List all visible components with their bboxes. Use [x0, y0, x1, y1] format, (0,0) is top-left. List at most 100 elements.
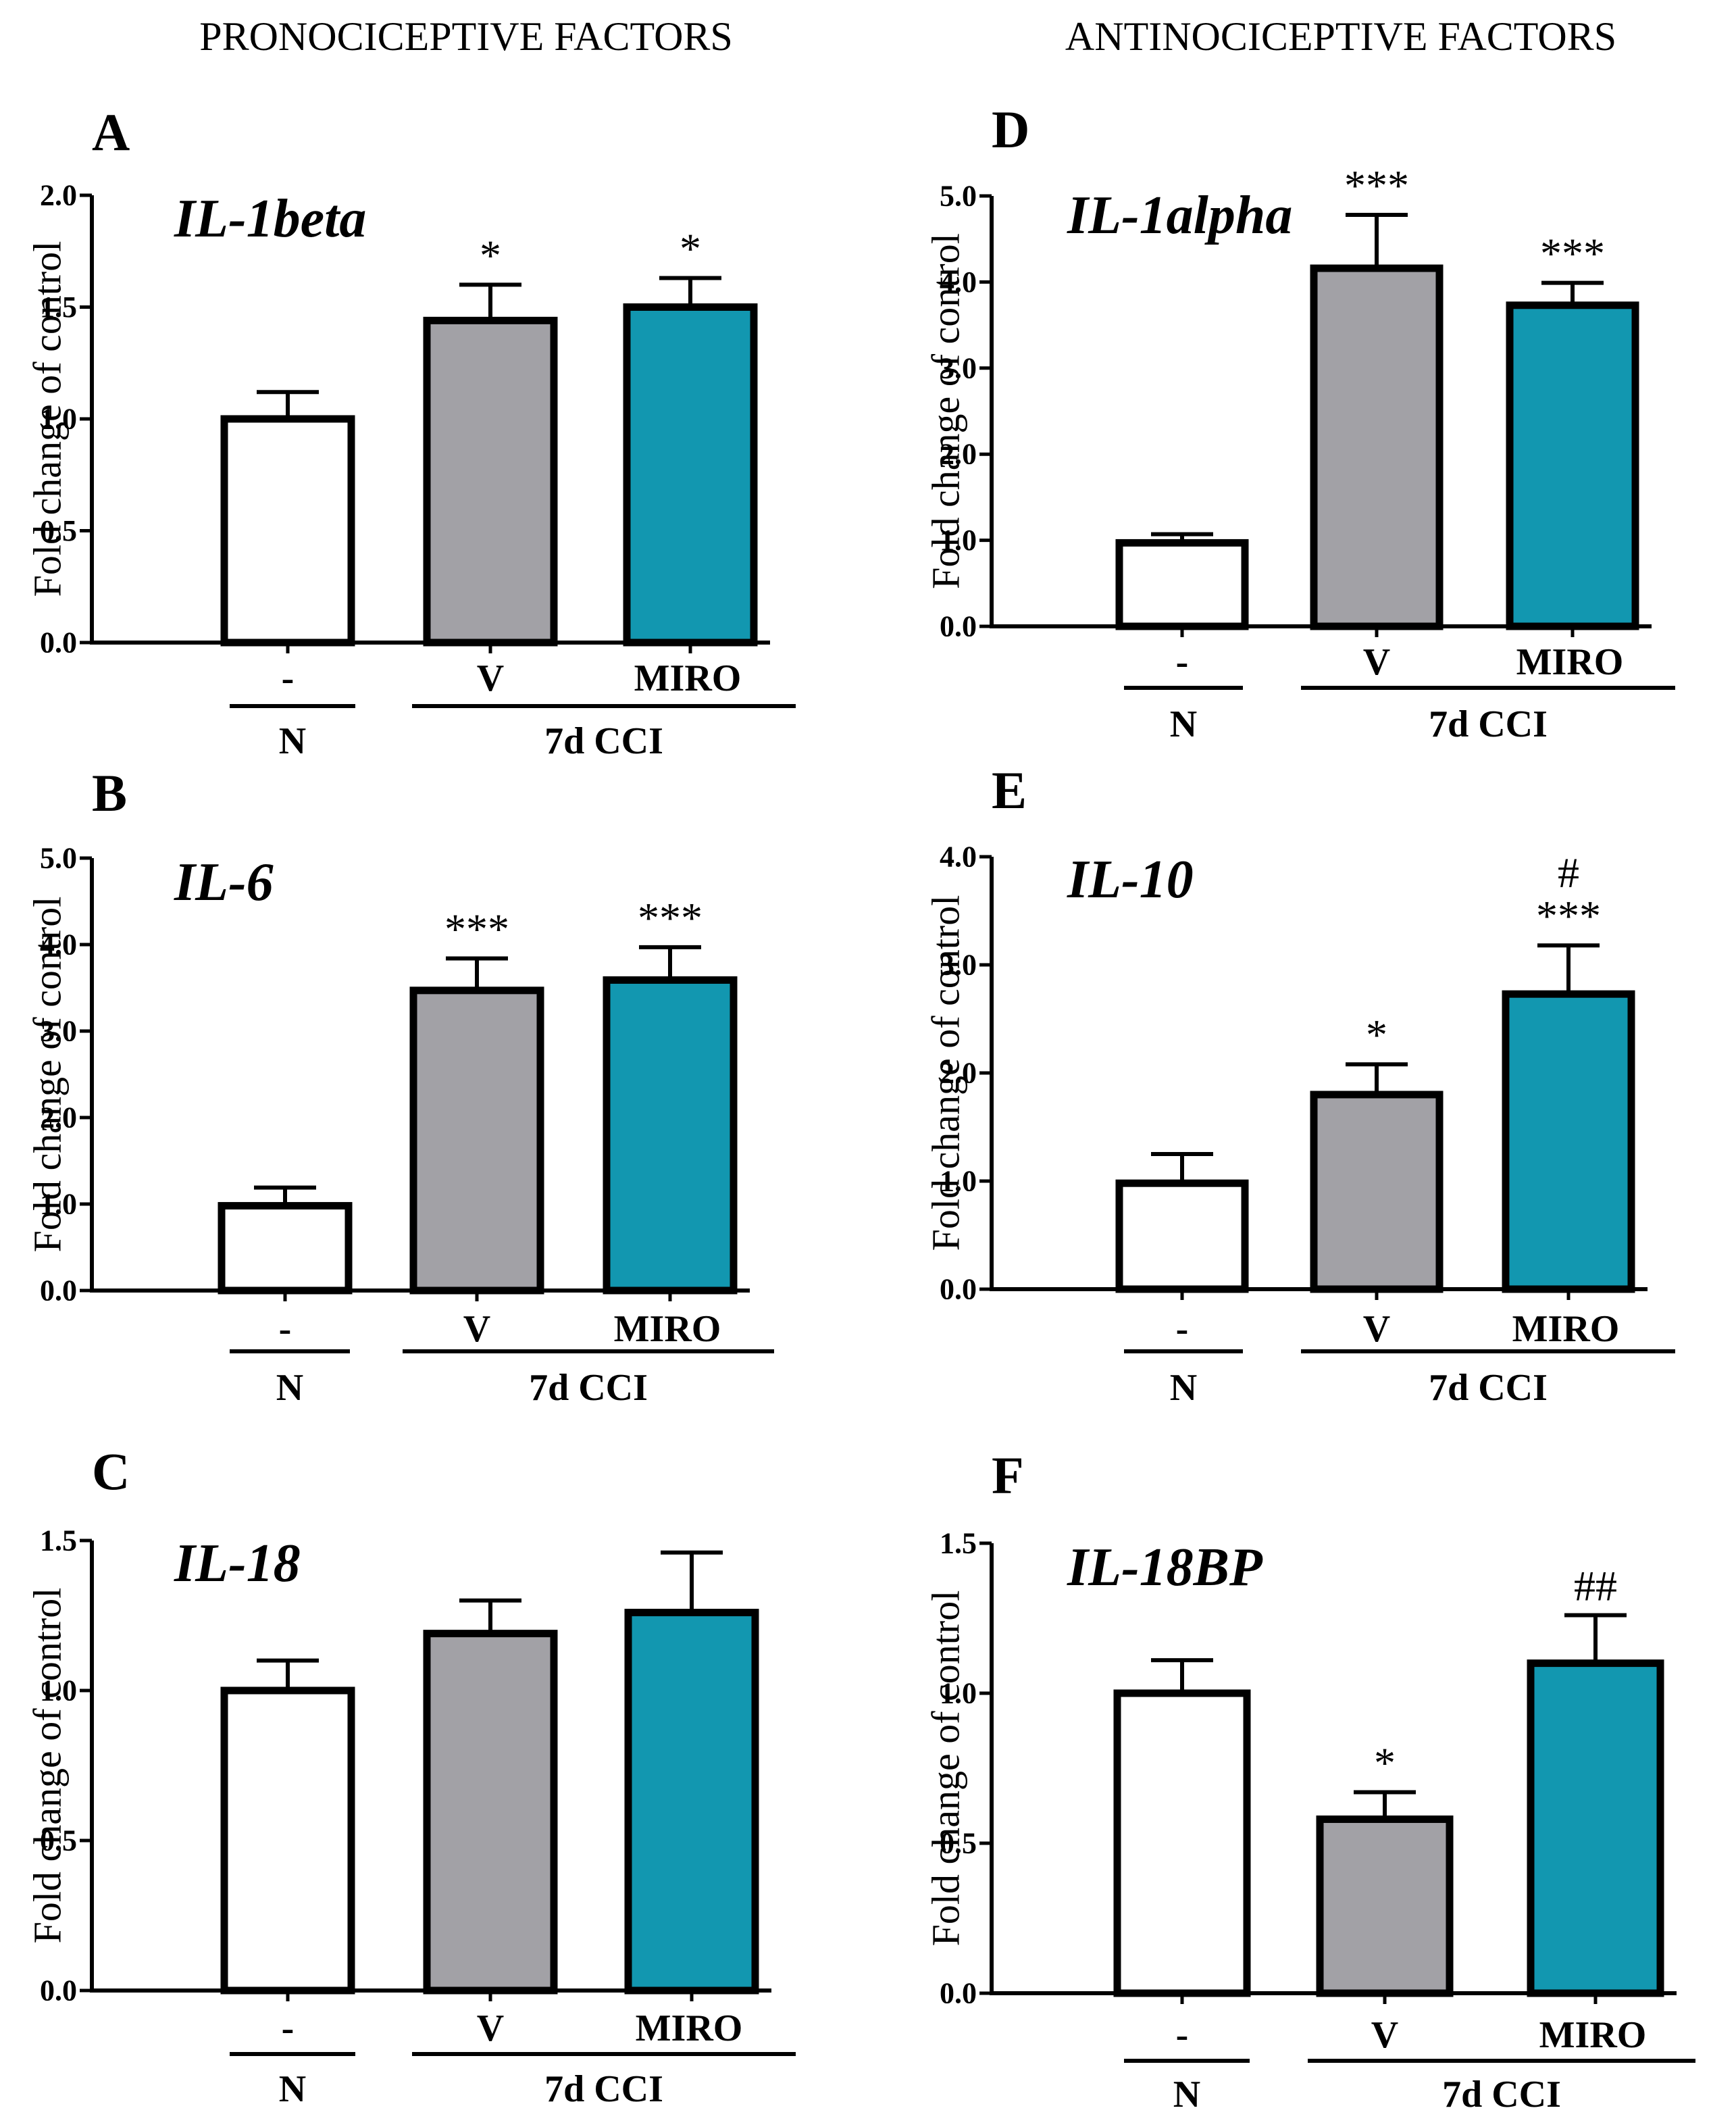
y-tick-label: 2.0 [940, 438, 977, 471]
y-tick-label: 1.0 [40, 1674, 77, 1707]
bar-MIRO [1502, 990, 1635, 1293]
bar-MIRO [603, 976, 738, 1295]
bar-n [1113, 1689, 1251, 1997]
x-category-label: - [282, 2007, 295, 2049]
chart-panel-E: E IL-10 Fold change of control 0.0 1.0 2.0 3.0… [924, 761, 1675, 1409]
chart-title: IL-1beta [174, 189, 366, 249]
group-label-n: N [1170, 703, 1197, 745]
y-tick-label: 2.0 [40, 1101, 77, 1134]
panel-letter: C [92, 1442, 130, 1501]
x-category-label: - [1176, 2014, 1189, 2056]
group-label-cci: 7d CCI [1429, 703, 1548, 745]
chart-panel-B: B IL-6 Fold change of control 0.0 1.0 2.0 3.0 4… [26, 764, 774, 1409]
significance-marker: *** [1536, 892, 1601, 940]
x-category-label: MIRO [634, 657, 742, 699]
x-category-label: V [477, 2007, 504, 2049]
significance-marker-secondary: # [1558, 849, 1579, 897]
bar-MIRO [1506, 301, 1639, 630]
group-label-cci: 7d CCI [1442, 2074, 1561, 2116]
y-tick-label: 1.5 [40, 1524, 77, 1557]
bar-V [1316, 1815, 1454, 1997]
y-tick-label: 3.0 [940, 351, 977, 384]
chart-panel-F: F IL-18BP Fold change of control 0.0 0.5 1.0 1… [924, 1446, 1695, 2116]
y-tick-label: 1.0 [940, 1677, 977, 1710]
bar-MIRO [623, 303, 758, 647]
bar-V [1310, 264, 1444, 630]
group-label-n: N [279, 2068, 306, 2110]
group-label-cci: 7d CCI [544, 2068, 663, 2110]
y-tick-label: 1.0 [940, 524, 977, 557]
group-label-n: N [279, 720, 306, 762]
bar-V [423, 1630, 558, 1995]
significance-marker: * [1374, 1739, 1396, 1787]
group-label-cci: 7d CCI [544, 720, 663, 762]
y-tick-label: 5.0 [40, 842, 77, 875]
y-axis-label: Fold change of control [924, 233, 968, 589]
significance-marker: * [680, 224, 701, 272]
x-category-label: - [282, 657, 295, 699]
y-axis-label: Fold change of control [26, 897, 70, 1253]
y-tick-label: 0.0 [940, 1273, 977, 1306]
bar-n [220, 415, 355, 647]
group-label-n: N [1173, 2074, 1200, 2116]
y-tick-label: 1.5 [40, 291, 77, 324]
y-tick-label: 0.0 [940, 610, 977, 643]
y-tick-label: 0.0 [40, 1274, 77, 1307]
y-tick-label: 4.0 [940, 266, 977, 299]
significance-marker: *** [1344, 161, 1409, 209]
x-category-label: MIRO [614, 1308, 721, 1350]
bar-MIRO [624, 1609, 759, 1995]
y-tick-label: 5.0 [940, 180, 977, 213]
chart-panel-D: D IL-1alpha Fold change of control 0.0 1.0 2.… [924, 100, 1675, 745]
y-tick-label: 0.5 [940, 1827, 977, 1860]
x-category-label: V [463, 1308, 490, 1350]
x-category-label: V [1371, 2014, 1398, 2056]
bar-n [218, 1202, 353, 1295]
bar-n [220, 1686, 355, 1995]
y-tick-label: 0.5 [40, 1824, 77, 1857]
significance-marker: * [1366, 1011, 1387, 1059]
y-axis-label: Fold change of control [924, 895, 968, 1251]
chart-title: IL-18 [174, 1534, 301, 1593]
x-category-label: MIRO [636, 2007, 743, 2049]
bar-V [1310, 1091, 1444, 1293]
panel-letter: F [992, 1446, 1024, 1505]
y-axis-label: Fold change of control [26, 241, 70, 597]
x-category-label: - [279, 1308, 292, 1350]
chart-title: IL-1alpha [1067, 186, 1292, 245]
bar-V [423, 316, 558, 647]
y-tick-label: 1.0 [940, 1165, 977, 1198]
chart-title: IL-10 [1067, 850, 1194, 909]
x-category-label: V [477, 657, 504, 699]
y-tick-label: 0.5 [40, 514, 77, 547]
chart-title: IL-6 [174, 853, 274, 912]
panel-letter: B [92, 764, 127, 822]
y-tick-label: 4.0 [940, 841, 977, 874]
chart-panel-C: C IL-18 Fold change of control 0.0 0.5 1.0 1.5… [26, 1442, 796, 2110]
significance-marker: ## [1574, 1562, 1617, 1610]
x-category-label: MIRO [1539, 2014, 1647, 2056]
significance-marker: *** [638, 894, 703, 942]
group-label-n: N [276, 1367, 303, 1409]
chart-panel-A: A IL-1beta Fold change of control 0.0 0.5 1.0… [26, 103, 796, 762]
significance-marker: *** [444, 905, 509, 953]
y-tick-label: 1.0 [40, 1188, 77, 1221]
heading-antinociceptive: ANTINOCICEPTIVE FACTORS [1065, 14, 1616, 59]
y-tick-label: 0.0 [40, 626, 77, 659]
y-axis-label: Fold change of control [924, 1591, 968, 1947]
x-category-label: - [1176, 1308, 1189, 1350]
x-category-label: MIRO [1512, 1308, 1620, 1350]
bar-n [1115, 1179, 1249, 1293]
panel-letter: A [92, 103, 130, 161]
y-tick-label: 2.0 [40, 179, 77, 212]
x-category-label: MIRO [1516, 641, 1624, 683]
y-tick-label: 1.5 [940, 1527, 977, 1560]
group-label-cci: 7d CCI [1429, 1367, 1548, 1409]
y-tick-label: 3.0 [940, 949, 977, 982]
y-tick-label: 0.0 [940, 1977, 977, 2010]
significance-marker: * [480, 231, 501, 279]
y-tick-label: 3.0 [40, 1015, 77, 1048]
y-tick-label: 4.0 [40, 928, 77, 961]
group-label-n: N [1170, 1367, 1197, 1409]
